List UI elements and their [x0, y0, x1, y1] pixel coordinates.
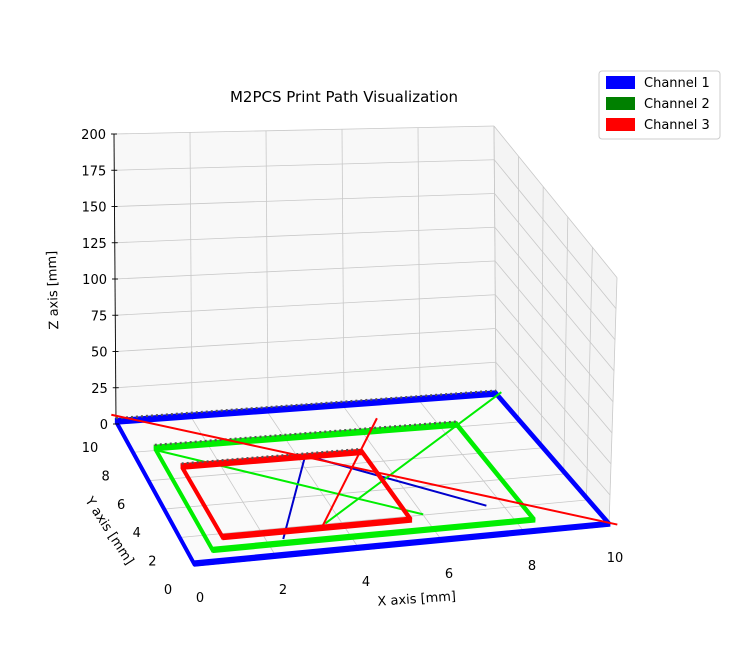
z-grid-back: [114, 260, 496, 280]
legend-label-3: Channel 3: [644, 118, 710, 133]
y-grid-right-vertical: [608, 277, 618, 527]
z-tick-label: 175: [81, 164, 106, 179]
z-grid-right: [495, 361, 611, 496]
dotted-travel-2: [154, 420, 457, 446]
x-grid-back-vertical: [265, 130, 269, 413]
layer-2-9: [153, 421, 536, 549]
dotted-travel-3: [181, 447, 363, 465]
y-grid-floor: [162, 473, 564, 510]
x-axis-label: X axis [mm]: [377, 589, 457, 609]
y-grid-right-vertical: [586, 247, 593, 501]
x-tick-label: 8: [528, 559, 536, 574]
z-grid-back: [114, 226, 495, 244]
z-grid-right: [494, 193, 616, 340]
y-grid-floor: [178, 499, 587, 538]
z-grid-right: [494, 226, 615, 372]
z-grid-right: [495, 328, 612, 465]
z-tick-label: 125: [82, 237, 107, 252]
chart-title: M2PCS Print Path Visualization: [230, 88, 458, 106]
legend-label-2: Channel 2: [644, 97, 710, 112]
z-grid-back: [115, 361, 496, 389]
x-tick-label: 2: [279, 583, 287, 598]
z-tick-label: 25: [91, 382, 108, 397]
legend: Channel 1 Channel 2 Channel 3: [598, 70, 721, 140]
travel-line-2-0: [154, 448, 424, 516]
legend-swatch-2: [606, 97, 635, 110]
x-tick-label: 0: [196, 591, 204, 606]
x-grid-back-vertical: [417, 127, 421, 402]
x-tick-label: 4: [362, 575, 370, 590]
travel-line-1-0: [282, 455, 307, 540]
back-pane: [114, 126, 496, 424]
x-tick-label: 6: [445, 567, 453, 582]
z-grid-back: [114, 159, 495, 171]
z-grid-back: [115, 328, 496, 352]
z-tick-label: 200: [81, 128, 106, 143]
z-grid-back: [113, 125, 495, 135]
y-grid-right-vertical: [563, 216, 569, 475]
y-axis-label: Y axis [mm]: [81, 494, 136, 568]
y-tick-label: 2: [148, 555, 156, 570]
z-grid-right: [494, 260, 614, 403]
dotted-travel-1: [115, 389, 497, 420]
z-tick-label: 75: [91, 309, 108, 324]
legend-swatch-3: [606, 118, 635, 131]
y-tick-label: 0: [164, 583, 172, 598]
z-grid-right: [493, 125, 618, 278]
x-tick-label: 10: [607, 551, 624, 566]
travel-line-3-0: [319, 417, 378, 531]
y-tick-label: 4: [133, 526, 141, 541]
legend-label-1: Channel 1: [644, 76, 710, 91]
z-grid-right: [493, 159, 617, 309]
y-tick-label: 6: [117, 498, 125, 513]
y-tick-label: 10: [82, 441, 99, 456]
z-axis-label: Z axis [mm]: [45, 251, 63, 330]
travel-line-2-1: [324, 391, 502, 525]
x-grid-back-vertical: [341, 129, 345, 408]
y-tick-label: 8: [101, 469, 109, 484]
travel-line-3-1: [111, 413, 618, 526]
y-grid-right-vertical: [540, 186, 544, 449]
z-grid-back: [115, 294, 496, 316]
z-tick-label: 100: [82, 273, 107, 288]
print-paths: [111, 389, 618, 567]
z-tick-label: 150: [82, 201, 107, 216]
z-tick-label: 0: [100, 418, 108, 433]
z-tick-label: 50: [91, 346, 108, 361]
z-grid-right: [494, 294, 613, 434]
x-grid-back-vertical: [189, 132, 193, 419]
z-grid-back: [114, 193, 495, 207]
y-grid-right-vertical: [493, 125, 497, 397]
legend-swatch-1: [606, 76, 635, 89]
